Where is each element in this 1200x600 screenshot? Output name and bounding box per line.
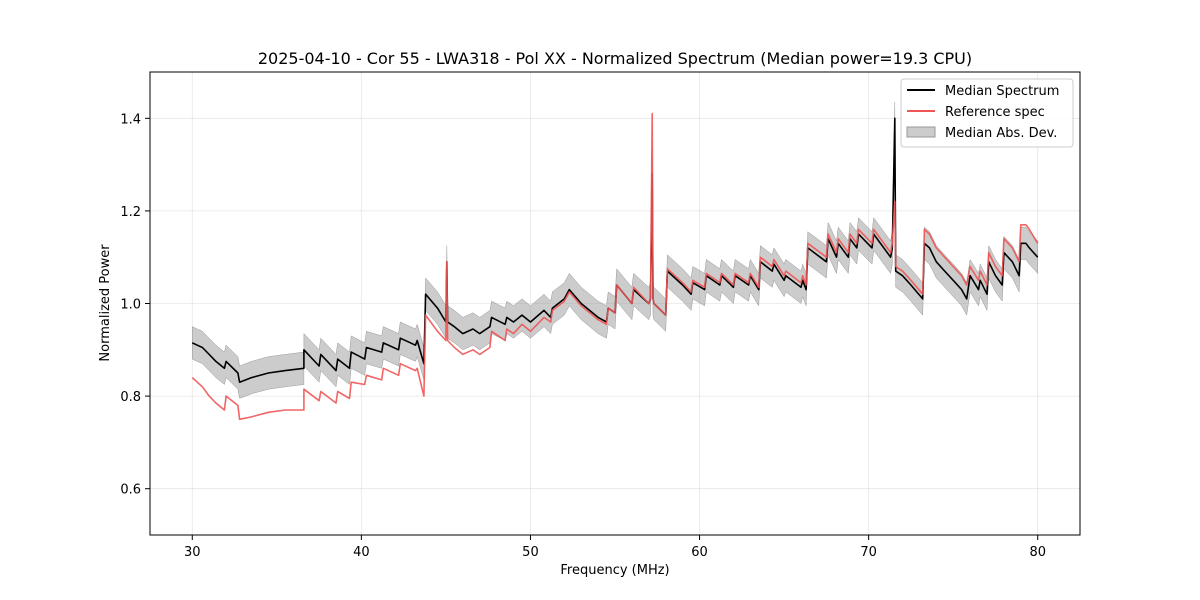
y-tick-label: 0.8: [120, 390, 141, 405]
y-axis-ticks: 0.6 0.8 1.0 1.2 1.4: [120, 112, 150, 498]
x-tick-label: 60: [691, 545, 708, 560]
legend-swatch-mad: [906, 126, 936, 138]
y-tick-label: 0.6: [120, 483, 141, 498]
y-axis-label: Normalized Power: [98, 244, 113, 362]
x-tick-label: 30: [184, 545, 201, 560]
legend-label-median: Median Spectrum: [945, 84, 1059, 99]
legend: Median Spectrum Reference spec Median Ab…: [900, 78, 1074, 148]
legend-label-mad: Median Abs. Dev.: [945, 126, 1057, 141]
x-tick-label: 40: [353, 545, 370, 560]
x-tick-label: 70: [860, 545, 877, 560]
chart-title: 2025-04-10 - Cor 55 - LWA318 - Pol XX - …: [258, 49, 972, 68]
legend-label-reference: Reference spec: [945, 105, 1045, 120]
legend-box: [900, 78, 1074, 148]
y-tick-label: 1.4: [120, 112, 141, 127]
x-tick-label: 50: [522, 545, 539, 560]
x-axis-label: Frequency (MHz): [560, 563, 669, 578]
series-line-median-spectrum: [191, 117, 1039, 384]
series-lines: [191, 112, 1039, 421]
y-tick-label: 1.2: [120, 205, 141, 220]
x-tick-label: 80: [1029, 545, 1046, 560]
series-line-reference-spec: [191, 112, 1039, 421]
y-tick-label: 1.0: [120, 298, 141, 313]
x-axis-ticks: 30 40 50 60 70 80: [184, 535, 1046, 560]
